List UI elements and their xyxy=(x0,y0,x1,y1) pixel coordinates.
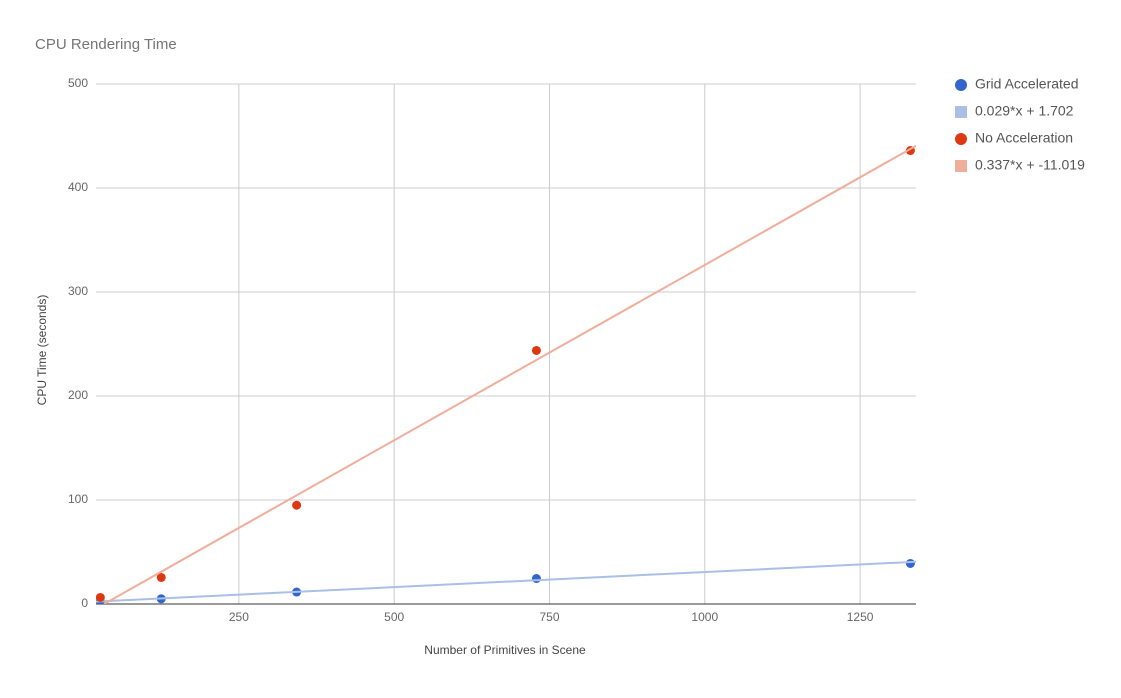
x-tick-label: 1250 xyxy=(847,610,874,624)
y-tick-label: 500 xyxy=(68,76,88,90)
point xyxy=(905,558,915,568)
legend-label: No Acceleration xyxy=(975,130,1073,146)
trendline xyxy=(103,144,916,604)
point xyxy=(96,592,105,602)
x-axis-title: Number of Primitives in Scene xyxy=(424,643,586,657)
x-tick-label: 1000 xyxy=(691,610,718,624)
legend-marker xyxy=(955,160,967,172)
legend-marker xyxy=(955,133,967,145)
y-tick-label: 400 xyxy=(68,180,88,194)
x-tick-label: 500 xyxy=(384,610,404,624)
y-tick-label: 0 xyxy=(81,596,88,610)
y-axis-title: CPU Time (seconds) xyxy=(35,295,49,406)
legend-label: 0.029*x + 1.702 xyxy=(975,103,1074,119)
y-tick-label: 200 xyxy=(68,388,88,402)
legend-label: Grid Accelerated xyxy=(975,76,1079,92)
point xyxy=(156,572,166,582)
x-tick-label: 250 xyxy=(229,610,249,624)
point xyxy=(292,500,302,510)
x-tick-label: 750 xyxy=(539,610,559,624)
plot-area xyxy=(96,144,916,604)
y-tick-label: 300 xyxy=(68,284,88,298)
y-tick-label: 100 xyxy=(68,492,88,506)
chart-title: CPU Rendering Time xyxy=(35,36,177,53)
trendline xyxy=(96,560,916,603)
legend-marker xyxy=(955,79,967,91)
legend-marker xyxy=(955,106,967,118)
legend-label: 0.337*x + -11.019 xyxy=(975,157,1085,173)
point xyxy=(531,345,541,355)
point xyxy=(531,574,541,584)
